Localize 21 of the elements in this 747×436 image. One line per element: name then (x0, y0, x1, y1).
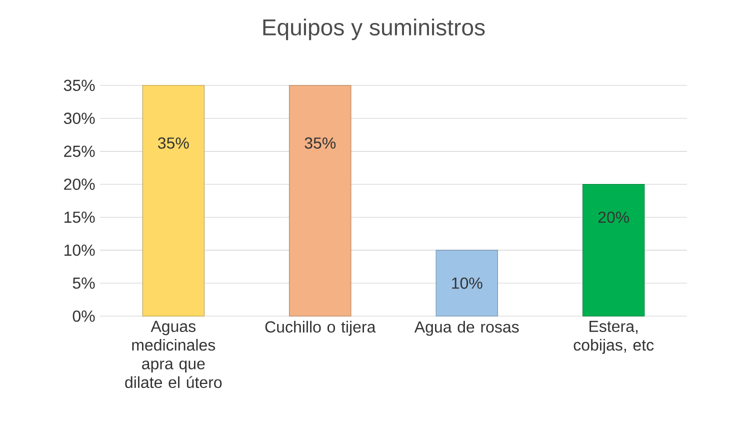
y-tick-label: 5% (72, 277, 95, 289)
y-tick-label: 35% (64, 80, 95, 91)
x-tick-label: Cuchillo o tijera (265, 320, 376, 336)
bar (289, 85, 352, 316)
y-tick-label: 15% (64, 212, 95, 223)
y-tick-label: 20% (64, 178, 95, 190)
y-tick-label: 0% (72, 310, 95, 322)
bar (142, 85, 204, 316)
bar (436, 250, 498, 316)
x-tick-label: Aguas medicinales apra que dilate el útero (125, 320, 222, 388)
y-tick-label: 10% (64, 244, 95, 256)
bar (582, 184, 645, 316)
data-label: 35% (158, 137, 189, 149)
chart-title: Equipos y suministros (263, 18, 485, 40)
y-tick-label: 30% (64, 112, 95, 124)
y-tick-label: 25% (64, 146, 95, 157)
data-label: 35% (304, 137, 336, 149)
x-tick-label: Agua de rosas (414, 320, 519, 336)
data-label: 10% (452, 277, 482, 289)
data-label: 20% (598, 211, 630, 223)
x-tick-label: Estera, cobijas, etc (574, 320, 654, 354)
